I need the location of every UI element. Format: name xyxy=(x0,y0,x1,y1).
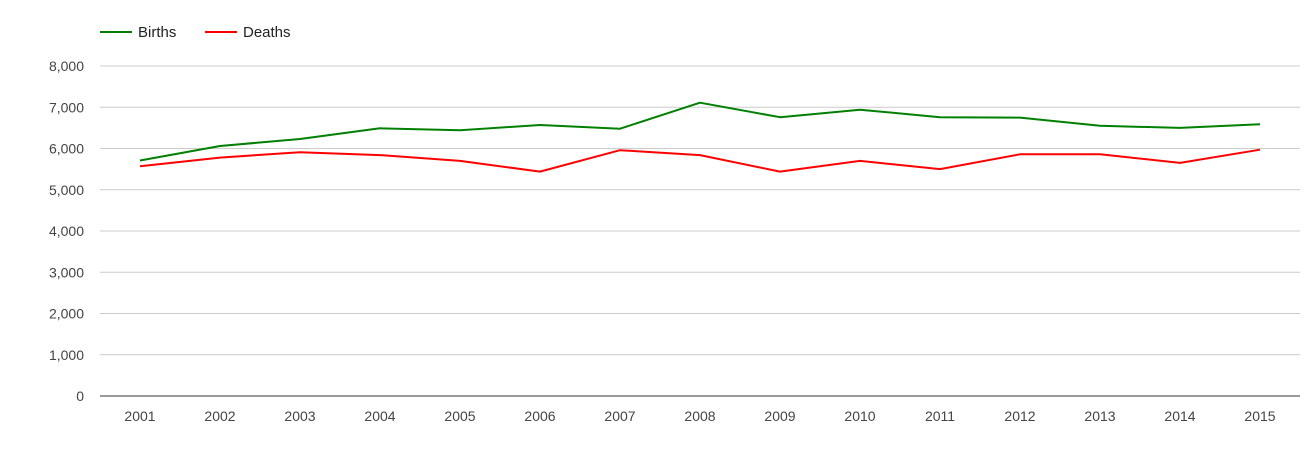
x-tick-label: 2015 xyxy=(1244,408,1275,424)
x-axis-ticks: 2001 2002 2003 2004 2005 2006 2007 2008 2009 2010… xyxy=(124,408,1275,424)
x-tick-label: 2010 xyxy=(844,408,875,424)
legend-swatch-births xyxy=(100,31,132,33)
x-tick-label: 2004 xyxy=(364,408,395,424)
y-tick-label: 8,000 xyxy=(49,58,84,74)
x-tick-label: 2012 xyxy=(1004,408,1035,424)
y-tick-label: 4,000 xyxy=(49,223,84,239)
legend-swatch-deaths xyxy=(205,31,237,33)
y-tick-label: 5,000 xyxy=(49,182,84,198)
y-tick-label: 1,000 xyxy=(49,347,84,363)
y-tick-label: 7,000 xyxy=(49,99,84,115)
x-tick-label: 2011 xyxy=(925,408,955,424)
y-axis-ticks: 0 1,000 2,000 3,000 4,000 5,000 6,000 7,000 8,00… xyxy=(49,58,84,404)
x-tick-label: 2014 xyxy=(1164,408,1195,424)
series-line-deaths[interactable] xyxy=(139,148,1261,173)
x-tick-label: 2013 xyxy=(1084,408,1115,424)
x-tick-label: 2006 xyxy=(524,408,555,424)
x-tick-label: 2005 xyxy=(444,408,475,424)
y-tick-label: 6,000 xyxy=(49,141,84,157)
x-tick-label: 2008 xyxy=(684,408,715,424)
legend-item-deaths[interactable]: Deaths xyxy=(205,23,291,41)
legend-label-births: Births xyxy=(138,23,177,41)
y-tick-label: 0 xyxy=(76,388,84,404)
legend-label-deaths: Deaths xyxy=(243,23,291,41)
y-tick-label: 2,000 xyxy=(49,306,84,322)
x-tick-label: 2003 xyxy=(284,408,315,424)
series-line-births[interactable] xyxy=(139,101,1261,162)
legend-item-births[interactable]: Births xyxy=(100,23,176,41)
x-tick-label: 2002 xyxy=(204,408,235,424)
x-tick-label: 2007 xyxy=(604,408,635,424)
x-tick-label: 2001 xyxy=(124,408,155,424)
x-tick-label: 2009 xyxy=(764,408,795,424)
series-lines xyxy=(139,101,1261,173)
gridlines xyxy=(100,65,1300,356)
y-tick-label: 3,000 xyxy=(49,264,84,280)
